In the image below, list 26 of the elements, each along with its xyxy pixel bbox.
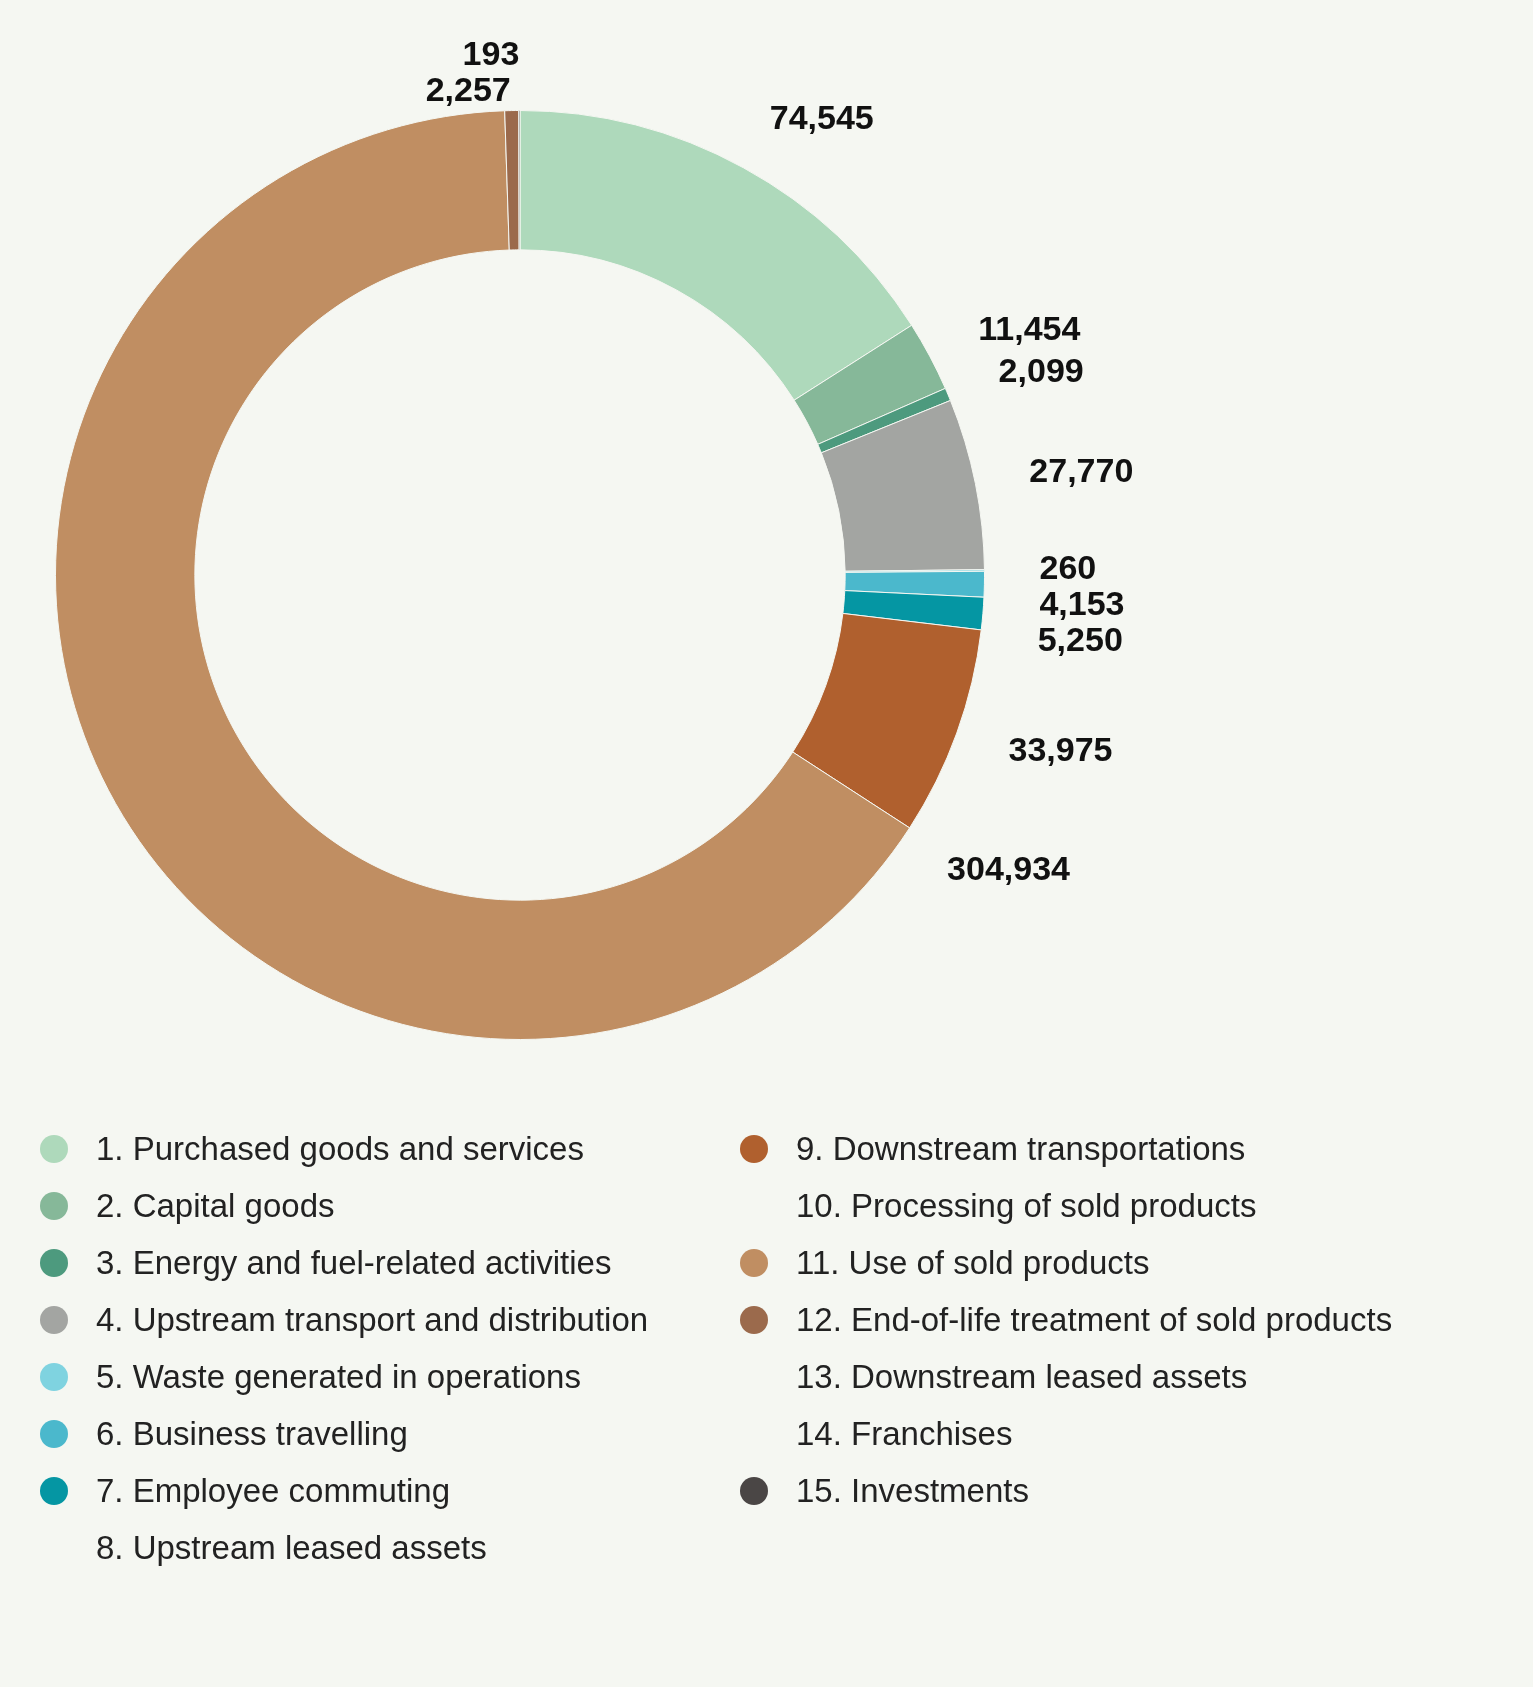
legend-label: 5. Waste generated in operations (96, 1357, 581, 1396)
legend-label: 15. Investments (796, 1471, 1029, 1510)
category-label: 10. Processing of sold products (796, 1186, 1257, 1224)
legend-label: 3. Energy and fuel-related activities (96, 1243, 612, 1282)
data-label: 193 (462, 33, 520, 72)
data-label: 2,099 (998, 351, 1084, 390)
category-label: 14. Franchises (796, 1414, 1013, 1452)
legend-label: 1. Purchased goods and services (96, 1129, 584, 1168)
data-label: 2,257 (425, 69, 511, 108)
data-label: 74,545 (769, 97, 874, 136)
data-label: 4,153 (1039, 584, 1125, 623)
data-label: 11,454 (978, 308, 1081, 347)
legend-label: 7. Employee commuting (96, 1471, 450, 1510)
data-label: 33,975 (1008, 730, 1113, 769)
legend-label: 12. End-of-life treatment of sold products (796, 1300, 1393, 1339)
legend-label: 4. Upstream transport and distribution (96, 1300, 649, 1339)
legend-label: 11. Use of sold products (796, 1243, 1150, 1282)
legend-label: 2. Capital goods (96, 1186, 335, 1225)
data-label: 27,770 (1029, 451, 1134, 489)
data-label: 5,250 (1037, 620, 1123, 659)
legend-label: 9. Downstream transportations (796, 1129, 1246, 1168)
category-label: 8. Upstream leased assets (96, 1528, 487, 1566)
data-label: 260 (1039, 548, 1097, 587)
legend-label: 6. Business travelling (96, 1414, 408, 1453)
data-label: 304,934 (947, 849, 1071, 888)
category-label: 13. Downstream leased assets (796, 1357, 1248, 1395)
